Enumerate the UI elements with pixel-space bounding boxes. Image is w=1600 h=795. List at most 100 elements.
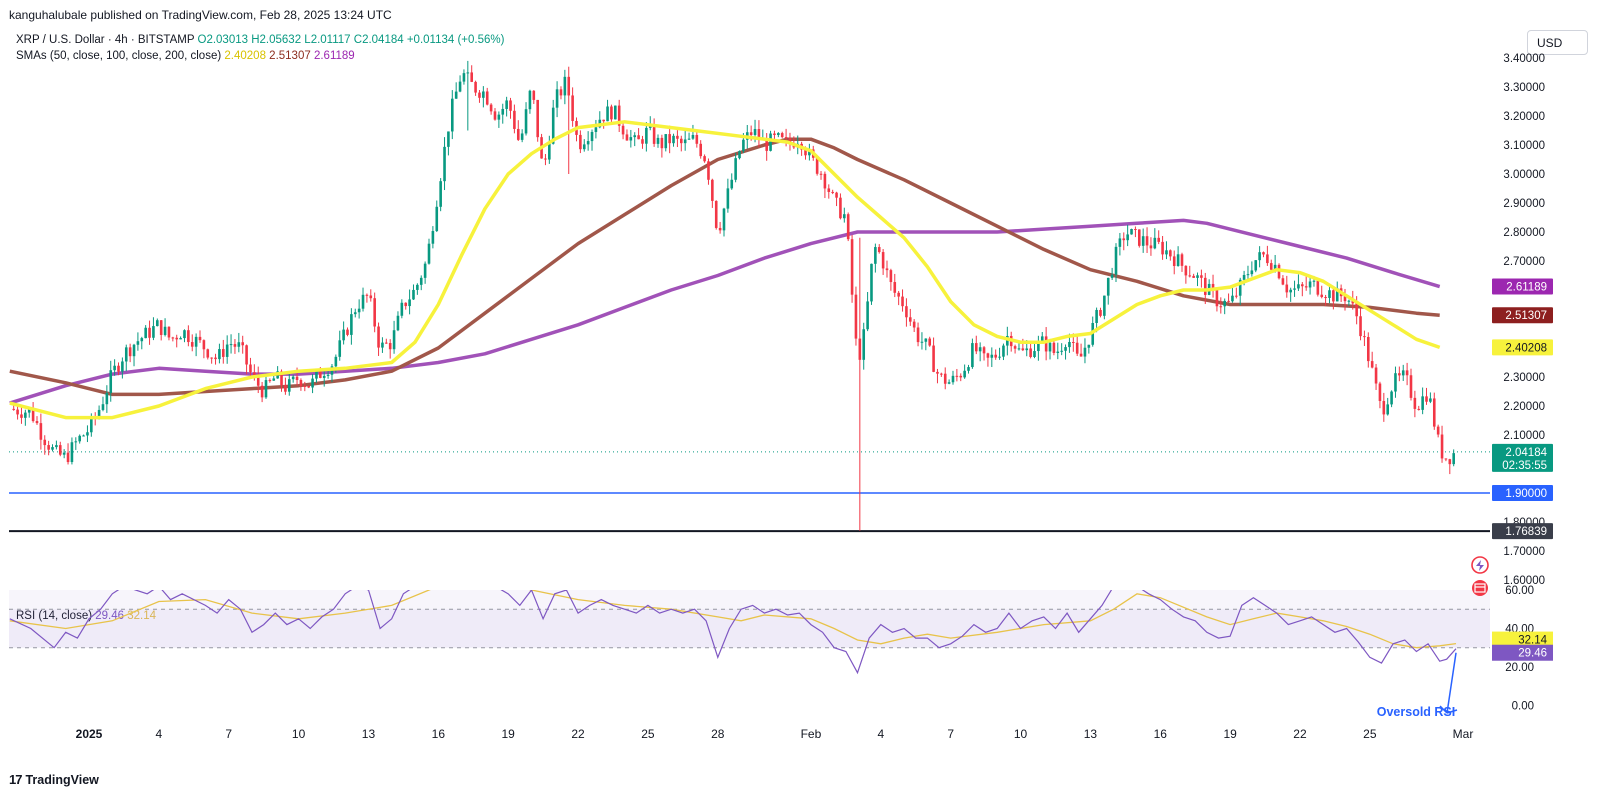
candle-body [1394, 373, 1397, 392]
candle-body [105, 392, 109, 405]
candle-body [1126, 234, 1129, 241]
candle-body [617, 105, 621, 126]
candle-body [1378, 383, 1382, 401]
candle-body [1149, 245, 1153, 249]
candle-body [97, 409, 101, 417]
price-tick-label: 3.20000 [1503, 111, 1545, 123]
time-axis-label: 4 [156, 727, 163, 741]
candle-body [1436, 426, 1440, 435]
candle-body [606, 106, 609, 122]
candle-body [924, 338, 928, 342]
candle-body [20, 414, 23, 418]
countdown-text: 02:35:55 [1502, 460, 1547, 472]
candle-body [1289, 289, 1292, 293]
time-axis-label: 2025 [76, 727, 103, 741]
candle-body [1308, 281, 1312, 288]
symbol-name[interactable]: XRP / U.S. Dollar · 4h · BITSTAMP [16, 34, 195, 46]
candle-body [602, 119, 605, 122]
candle-body [1390, 391, 1393, 405]
price-axis-label[interactable]: 2.40208 [1492, 339, 1553, 356]
price-label-bg [1492, 278, 1553, 295]
currency-button[interactable]: USD [1527, 30, 1588, 55]
time-axis[interactable]: 2025 4 7 10 13 16 19 22 25 28 Feb 4 7 10 13 16 19 22 25 Mar [76, 727, 1474, 741]
candle-body [117, 365, 120, 372]
sma-label[interactable]: SMAs (50, close, 100, close, 200, close) [16, 50, 222, 62]
rsi-label[interactable]: RSI (14, close) [16, 610, 93, 622]
axis-icons[interactable] [1471, 556, 1489, 596]
candle-body [66, 452, 70, 463]
price-axis-label[interactable]: 2.61189 [1492, 278, 1553, 295]
sma50-value: 2.40208 [224, 50, 266, 62]
candle-body [1064, 347, 1067, 351]
candle-body [621, 125, 625, 135]
tradingview-logo[interactable]: 17 TradingView [9, 772, 99, 787]
annotation-text: Oversold RSI [1377, 705, 1456, 719]
candle-body [885, 268, 889, 271]
candle-body [1238, 279, 1242, 296]
candle-body [1328, 290, 1331, 298]
alert-icon[interactable] [1471, 556, 1489, 574]
candle-body [311, 378, 314, 388]
change-value: +0.01134 (+0.56%) [406, 34, 505, 46]
candle-body [916, 327, 920, 343]
candle-body [295, 376, 299, 380]
price-label-text: 1.90000 [1505, 488, 1547, 500]
candle-body [408, 299, 411, 307]
candle-body [1374, 367, 1378, 384]
candle-body [839, 197, 842, 219]
candle-body [218, 349, 221, 360]
candle-body [353, 312, 357, 315]
candle-body [664, 134, 668, 149]
candle-body [31, 408, 35, 422]
candle-body [1188, 275, 1192, 277]
candle-body [1103, 295, 1106, 316]
candle-body [753, 129, 757, 135]
candle-body [676, 135, 679, 139]
candle-body [765, 139, 768, 151]
candle-body [1335, 288, 1339, 302]
calendar-icon[interactable] [1472, 580, 1488, 596]
price-tick-label: 2.20000 [1503, 401, 1545, 413]
candle-body [1025, 348, 1029, 351]
price-label-text: 2.04184 [1505, 447, 1547, 459]
candle-body [470, 72, 474, 82]
candle-body [1169, 250, 1172, 257]
candle-body [1203, 277, 1207, 295]
candle-body [955, 375, 959, 377]
candle-body [959, 375, 963, 378]
candle-body [229, 344, 233, 346]
price-axis-label[interactable]: 2.51307 [1492, 307, 1553, 324]
symbol-legend[interactable]: XRP / U.S. Dollar · 4h · BITSTAMP O2.030… [16, 34, 504, 46]
rsi-pane[interactable] [9, 561, 1490, 675]
rsi-legend[interactable]: RSI (14, close) 29.46 32.14 [16, 610, 156, 622]
tradingview-brand: TradingView [25, 772, 99, 787]
sma100-value: 2.51307 [269, 50, 311, 62]
candle-body [121, 361, 124, 372]
rsi-label-bg [1492, 631, 1553, 648]
price-label-bg [1492, 443, 1553, 472]
candle-body [908, 317, 912, 322]
price-label-bg [1492, 485, 1553, 501]
candle-body [284, 385, 287, 392]
horizontal-levels[interactable] [9, 451, 1490, 533]
rsi-axis-label[interactable]: 29.46 [1492, 644, 1553, 661]
price-axis-label[interactable]: 1.76839 [1492, 523, 1553, 540]
sma-legend[interactable]: SMAs (50, close, 100, close, 200, close)… [16, 50, 355, 62]
candle-body [536, 99, 539, 138]
candle-body [113, 365, 116, 371]
candle-body [1060, 350, 1063, 352]
candle-body [412, 289, 415, 300]
candle-body [82, 435, 85, 437]
high-value: H2.05632 [251, 34, 302, 46]
price-axis-label[interactable]: 1.90000 [1492, 485, 1553, 501]
candle-body [928, 338, 932, 346]
price-axis[interactable]: 3.40000 3.30000 3.20000 3.10000 3.00000 2.900… [1492, 53, 1553, 712]
rsi-axis-label[interactable]: 32.14 [1492, 631, 1553, 648]
candle-body [1130, 229, 1133, 235]
candle-body [90, 416, 93, 433]
time-axis-label: 22 [571, 727, 585, 741]
candle-body [233, 344, 237, 347]
candle-body [1184, 265, 1188, 276]
